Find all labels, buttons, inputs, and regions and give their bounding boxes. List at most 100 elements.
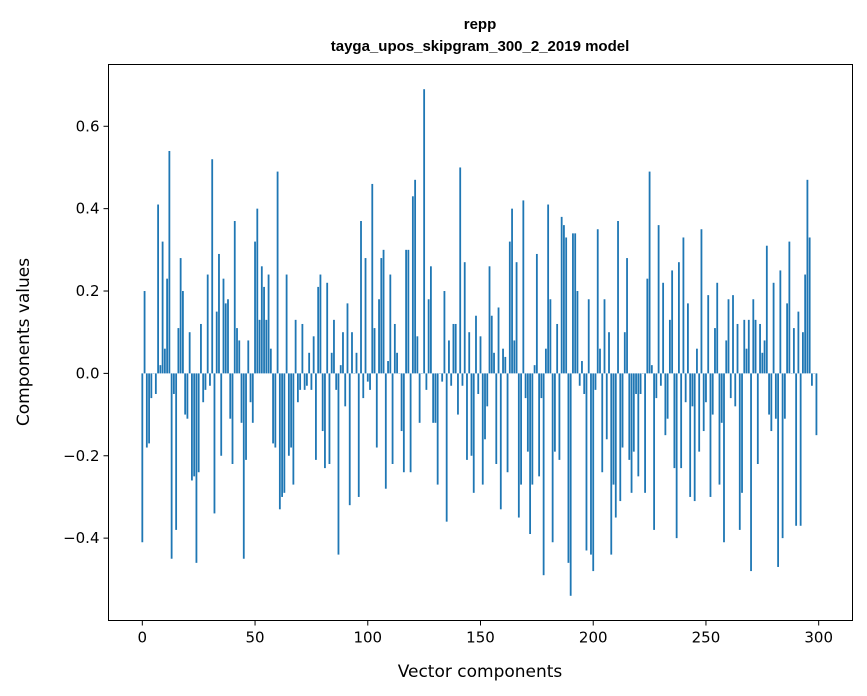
bar-191 [572, 233, 574, 374]
bar-1 [143, 291, 146, 374]
bar-116 [402, 373, 405, 473]
bar-194 [578, 373, 581, 386]
bar-45 [242, 373, 245, 559]
bar-256 [718, 373, 721, 485]
bar-61 [278, 373, 281, 510]
bar-72 [303, 373, 306, 390]
bar-179 [544, 348, 547, 374]
bar-21 [188, 332, 191, 374]
y-axis: −0.4 −0.2 0.0 0.2 0.4 0.6 [63, 117, 109, 547]
bar-192 [574, 233, 577, 374]
bar-263 [734, 373, 737, 407]
bar-216 [628, 373, 631, 460]
x-axis-label: Vector components [398, 662, 563, 682]
x-tick-label: 300 [804, 629, 833, 647]
bar-87 [337, 373, 340, 555]
bar-262 [732, 295, 734, 374]
bar-145 [468, 332, 471, 374]
bar-62 [281, 373, 284, 497]
bar-184 [556, 323, 559, 374]
bar-96 [357, 373, 360, 497]
bar-129 [432, 373, 435, 423]
bar-75 [310, 373, 313, 390]
bar-287 [788, 241, 791, 374]
bar-118 [407, 249, 410, 374]
bar-32 [213, 373, 216, 514]
bar-97 [360, 221, 362, 374]
bar-151 [481, 373, 484, 485]
bar-89 [342, 332, 344, 374]
bar-244 [691, 373, 694, 407]
bar-249 [702, 373, 705, 432]
x-tick-label: 50 [245, 629, 264, 647]
bar-234 [668, 319, 671, 374]
bar-227 [653, 373, 656, 530]
bar-201 [594, 373, 597, 390]
bar-37 [224, 303, 227, 374]
bar-15 [175, 373, 178, 530]
bar-27 [202, 373, 205, 403]
bar-43 [238, 340, 241, 374]
bar-237 [675, 373, 678, 539]
bar-81 [324, 373, 326, 469]
bar-233 [666, 373, 669, 419]
bar-271 [752, 299, 755, 374]
bar-164 [511, 208, 513, 374]
bar-163 [508, 241, 511, 374]
bar-282 [777, 373, 780, 567]
bar-2 [145, 373, 148, 448]
x-tick-label: 200 [579, 629, 608, 647]
bar-93 [351, 332, 353, 374]
bar-199 [590, 373, 592, 555]
bar-120 [411, 196, 414, 374]
bar-84 [330, 352, 333, 374]
bar-252 [709, 373, 712, 497]
bar-176 [538, 373, 541, 477]
bar-242 [687, 303, 689, 374]
bar-131 [436, 373, 439, 485]
bar-140 [457, 373, 459, 415]
bar-71 [301, 323, 304, 374]
bar-50 [254, 241, 256, 374]
bar-160 [502, 348, 504, 374]
bar-144 [466, 373, 468, 460]
bar-297 [811, 373, 813, 386]
bar-211 [617, 221, 619, 374]
bar-207 [608, 332, 610, 374]
bar-267 [743, 319, 746, 374]
bar-88 [339, 365, 342, 374]
bar-73 [305, 373, 308, 386]
bar-212 [619, 373, 622, 502]
bar-286 [786, 303, 789, 374]
bar-38 [227, 299, 229, 374]
bar-105 [378, 299, 380, 374]
bar-238 [677, 262, 680, 374]
bar-296 [808, 237, 811, 374]
bar-289 [792, 328, 795, 374]
bar-65 [287, 373, 290, 456]
bar-162 [506, 373, 509, 473]
bar-250 [705, 373, 707, 403]
bar-110 [389, 274, 392, 374]
bar-152 [484, 373, 486, 440]
bar-203 [599, 348, 601, 374]
bar-278 [768, 373, 770, 415]
bar-220 [637, 373, 640, 477]
bar-210 [614, 373, 617, 518]
bar-40 [231, 373, 234, 464]
bar-59 [274, 373, 277, 448]
bar-67 [292, 373, 295, 485]
bar-128 [429, 266, 432, 374]
bar-217 [630, 373, 633, 493]
bar-221 [639, 373, 642, 394]
bar-49 [251, 373, 254, 423]
bar-66 [290, 373, 293, 448]
bar-183 [553, 373, 556, 452]
bar-255 [716, 282, 719, 374]
bar-189 [567, 373, 570, 563]
bar-139 [454, 323, 457, 374]
bar-261 [729, 373, 732, 399]
bar-219 [635, 373, 637, 394]
bar-122 [416, 336, 419, 374]
